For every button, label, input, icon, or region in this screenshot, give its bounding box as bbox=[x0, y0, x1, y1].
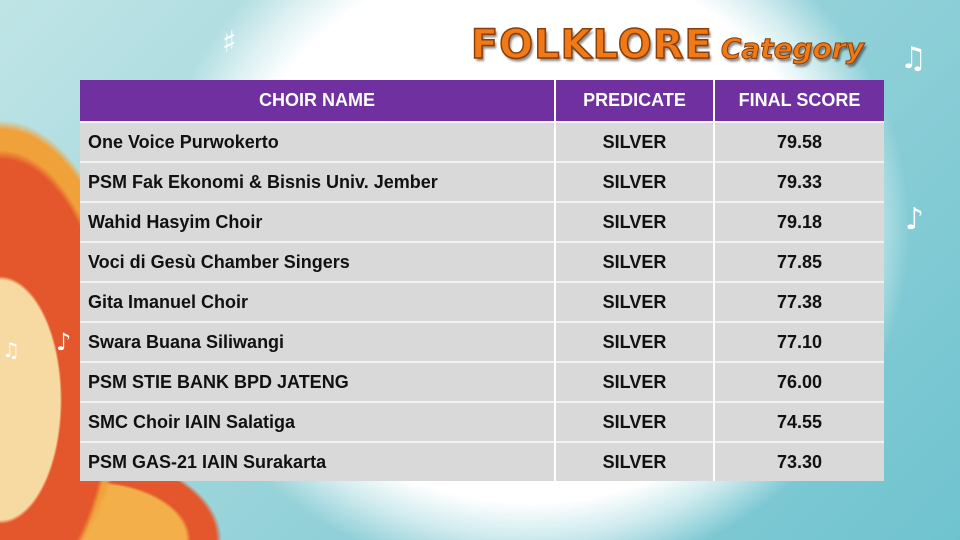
choir-name-cell: Voci di Gesù Chamber Singers bbox=[80, 241, 556, 282]
predicate-cell: SILVER bbox=[555, 241, 715, 282]
predicate-cell: SILVER bbox=[555, 201, 715, 242]
table-row: PSM STIE BANK BPD JATENG SILVER 76.00 bbox=[80, 361, 884, 402]
score-cell: 79.18 bbox=[714, 201, 884, 242]
title-sub: Category bbox=[720, 32, 864, 66]
predicate-cell: SILVER bbox=[555, 441, 715, 481]
choir-name-cell: Wahid Hasyim Choir bbox=[80, 201, 556, 242]
score-cell: 76.00 bbox=[714, 361, 884, 402]
score-cell: 77.10 bbox=[714, 321, 884, 362]
music-note-icon: ♫ bbox=[900, 41, 927, 76]
predicate-cell: SILVER bbox=[555, 361, 715, 402]
score-cell: 73.30 bbox=[714, 441, 884, 481]
table-row: Wahid Hasyim Choir SILVER 79.18 bbox=[80, 201, 884, 242]
predicate-cell: SILVER bbox=[555, 401, 715, 442]
table-row: Gita Imanuel Choir SILVER 77.38 bbox=[80, 281, 884, 322]
header-predicate: PREDICATE bbox=[555, 80, 715, 122]
predicate-cell: SILVER bbox=[555, 161, 715, 202]
score-cell: 79.58 bbox=[714, 121, 884, 162]
title-main: FOLKLORE bbox=[470, 21, 713, 69]
table-row: PSM GAS-21 IAIN Surakarta SILVER 73.30 bbox=[80, 441, 884, 481]
choir-name-cell: PSM GAS-21 IAIN Surakarta bbox=[80, 441, 556, 481]
table-row: Voci di Gesù Chamber Singers SILVER 77.85 bbox=[80, 241, 884, 282]
predicate-cell: SILVER bbox=[555, 121, 715, 162]
choir-name-cell: SMC Choir IAIN Salatiga bbox=[80, 401, 556, 442]
table-header-row: CHOIR NAME PREDICATE FINAL SCORE bbox=[80, 80, 884, 122]
predicate-cell: SILVER bbox=[555, 321, 715, 362]
choir-name-cell: One Voice Purwokerto bbox=[80, 121, 556, 162]
score-cell: 79.33 bbox=[714, 161, 884, 202]
score-cell: 74.55 bbox=[714, 401, 884, 442]
header-choir-name: CHOIR NAME bbox=[80, 80, 556, 122]
choir-name-cell: Swara Buana Siliwangi bbox=[80, 321, 556, 362]
results-table: CHOIR NAME PREDICATE FINAL SCORE One Voi… bbox=[80, 80, 884, 481]
table-row: One Voice Purwokerto SILVER 79.58 bbox=[80, 121, 884, 162]
score-cell: 77.38 bbox=[714, 281, 884, 322]
table-row: PSM Fak Ekonomi & Bisnis Univ. Jember SIL… bbox=[80, 161, 884, 202]
choir-name-cell: PSM STIE BANK BPD JATENG bbox=[80, 361, 556, 402]
sharp-icon: ♯ bbox=[222, 25, 237, 60]
score-cell: 77.85 bbox=[714, 241, 884, 282]
music-note-icon: ♪ bbox=[905, 202, 925, 237]
choir-name-cell: PSM Fak Ekonomi & Bisnis Univ. Jember bbox=[80, 161, 556, 202]
choir-name-cell: Gita Imanuel Choir bbox=[80, 281, 556, 322]
table-body: One Voice Purwokerto SILVER 79.58 PSM Fak E… bbox=[80, 121, 884, 481]
page-title: FOLKLORE Category bbox=[470, 21, 864, 69]
music-note-icon: ♪ bbox=[56, 328, 72, 356]
header-final-score: FINAL SCORE bbox=[714, 80, 884, 122]
music-note-icon: ♫ bbox=[2, 338, 20, 362]
table-row: SMC Choir IAIN Salatiga SILVER 74.55 bbox=[80, 401, 884, 442]
predicate-cell: SILVER bbox=[555, 281, 715, 322]
table-row: Swara Buana Siliwangi SILVER 77.10 bbox=[80, 321, 884, 362]
